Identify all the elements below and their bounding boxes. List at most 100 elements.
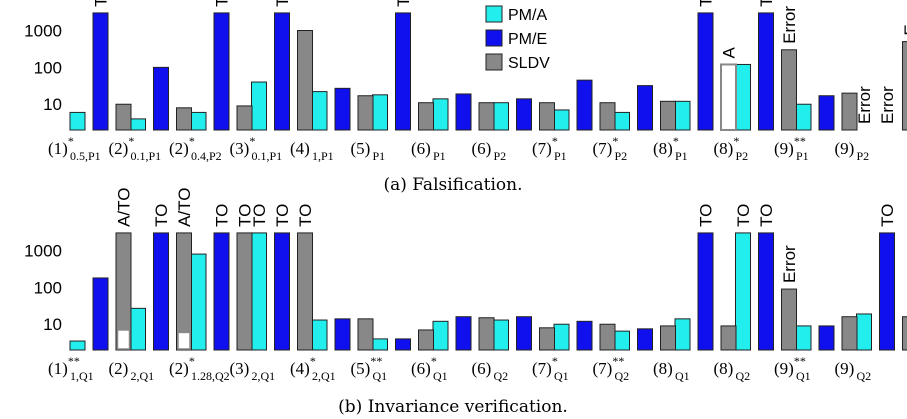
- legend-swatch: [485, 53, 503, 71]
- bar-pma: [311, 91, 328, 131]
- bar-annotation: TO: [273, 204, 292, 227]
- bar-pma: [372, 94, 388, 131]
- panel-falsification: 101001000TOTOTOTOTOATOErrorErrorErrorErr…: [24, 0, 907, 195]
- category-label: (8) Q1: [653, 359, 690, 383]
- bar-pma: [251, 81, 267, 131]
- bar-pme: [576, 79, 593, 131]
- bar-sldv: [418, 329, 434, 351]
- category-label: (9) P2: [835, 139, 870, 163]
- legend-swatch: [485, 5, 503, 23]
- bar-annotation: A/TO: [115, 188, 134, 227]
- bar-sldv: [297, 30, 313, 131]
- bar-pma: [795, 325, 812, 351]
- bar-pma: [856, 313, 872, 351]
- bar-sldv: [297, 232, 313, 351]
- bar-annotation: TO: [697, 0, 716, 7]
- bar-sldv: [660, 325, 676, 351]
- bar-sldv: [720, 325, 737, 351]
- bar-pme: [274, 12, 290, 131]
- bar-annotation: Error: [780, 245, 799, 283]
- category-label: (1)* 0.5,P1: [48, 134, 101, 163]
- bar-pme: [455, 93, 472, 131]
- bar-sldv: [478, 317, 495, 351]
- bar-sldv: [902, 316, 907, 351]
- category-label: (3)* 0.1,P1: [230, 134, 283, 163]
- bar-pma: [432, 98, 449, 131]
- bar-pma: [251, 232, 267, 351]
- bar-pme: [274, 232, 290, 351]
- bar-sldv: [115, 103, 132, 131]
- bar-pme: [395, 12, 411, 131]
- bar-hollow-segment: [177, 331, 191, 350]
- bar-annotation: TO: [296, 204, 315, 227]
- bar-annotation: Error: [780, 6, 799, 44]
- y-tick-label: 10: [43, 315, 62, 334]
- bar-sldv: [902, 41, 907, 131]
- bar-pme: [516, 316, 532, 351]
- y-tick-label: 10: [43, 95, 62, 114]
- bar-sldv: [539, 102, 555, 131]
- bar-sldv: [599, 323, 616, 351]
- panel-caption: (b) Invariance verification.: [338, 397, 568, 417]
- bar-pma: [493, 102, 509, 131]
- bar-pme: [153, 66, 169, 131]
- bar-pme: [637, 328, 653, 351]
- bar-sldv: [357, 318, 374, 351]
- bar-pme: [395, 338, 411, 351]
- legend-swatch: [485, 29, 503, 47]
- bar-pma: [493, 319, 509, 351]
- bar-sldv: [236, 232, 253, 351]
- bar-pme: [516, 98, 532, 131]
- y-tick-label: 100: [34, 278, 62, 297]
- category-label: (5)** Q1: [351, 354, 388, 383]
- category-label: (1)** 1,Q1: [48, 354, 94, 383]
- bar-pma: [674, 318, 691, 351]
- category-label: (8) Q2: [714, 359, 751, 383]
- category-label: (7)* P2: [593, 134, 628, 163]
- bar-annotation: A/TO: [175, 188, 194, 227]
- category-label: (2) 2,Q1: [109, 359, 155, 383]
- bar-pma: [190, 111, 207, 131]
- bar-pme: [92, 12, 109, 131]
- y-tick-label: 100: [34, 58, 62, 77]
- bar-sldv: [539, 327, 555, 351]
- bar-sldv: [478, 102, 495, 131]
- legend-label: SLDV: [508, 55, 550, 72]
- category-label: (9)** Q1: [774, 354, 811, 383]
- bar-pme: [758, 12, 774, 131]
- bar-sldv: [357, 95, 374, 131]
- category-label: (2)* 0.1,P1: [109, 134, 162, 163]
- bar-pma: [69, 111, 86, 131]
- bar-pme: [818, 95, 835, 131]
- category-label: (9) Q2: [835, 359, 872, 383]
- panel-caption: (a) Falsification.: [383, 175, 522, 195]
- bar-pme: [92, 277, 109, 351]
- bar-annotation: TO: [757, 0, 776, 7]
- bar-pma: [432, 320, 449, 351]
- category-label: (2)* 0.4,P2: [169, 134, 222, 163]
- bar-pme: [334, 318, 351, 351]
- bar-pma: [674, 100, 691, 131]
- category-label: (4) 1,P1: [290, 139, 334, 163]
- bar-pma: [372, 338, 388, 351]
- bar-pma: [190, 253, 207, 351]
- bar-annotation: Error: [855, 86, 874, 124]
- bar-hollow-segment: [116, 329, 131, 350]
- bar-sldv: [115, 232, 132, 351]
- bar-annotation: TO: [734, 204, 753, 227]
- bar-pma: [311, 319, 328, 351]
- bar-annotation: TO: [757, 204, 776, 227]
- bar-pme: [576, 320, 593, 351]
- bar-annotation: TO: [213, 204, 232, 227]
- bar-annotation: TO: [394, 0, 413, 7]
- category-label: (3) 2,Q1: [230, 359, 276, 383]
- category-label: (6) P1: [411, 139, 446, 163]
- bar-pma: [614, 330, 630, 351]
- bar-annotation: TO: [213, 0, 232, 7]
- bar-pma: [130, 307, 146, 351]
- bar-pme: [213, 232, 230, 351]
- bar-sldv: [841, 316, 858, 351]
- bar-sldv: [418, 102, 434, 131]
